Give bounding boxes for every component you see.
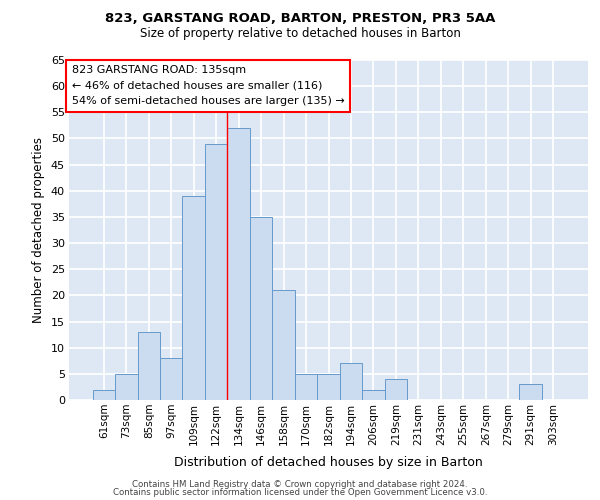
Bar <box>115 374 137 400</box>
Bar <box>317 374 340 400</box>
Text: Contains HM Land Registry data © Crown copyright and database right 2024.: Contains HM Land Registry data © Crown c… <box>132 480 468 489</box>
Text: Size of property relative to detached houses in Barton: Size of property relative to detached ho… <box>140 28 460 40</box>
Bar <box>250 217 272 400</box>
Bar <box>385 379 407 400</box>
Bar <box>137 332 160 400</box>
Bar <box>92 390 115 400</box>
Text: 823, GARSTANG ROAD, BARTON, PRESTON, PR3 5AA: 823, GARSTANG ROAD, BARTON, PRESTON, PR3… <box>105 12 495 26</box>
Bar <box>362 390 385 400</box>
Bar <box>272 290 295 400</box>
Y-axis label: Number of detached properties: Number of detached properties <box>32 137 45 323</box>
Bar <box>227 128 250 400</box>
Bar <box>160 358 182 400</box>
Text: Contains public sector information licensed under the Open Government Licence v3: Contains public sector information licen… <box>113 488 487 497</box>
X-axis label: Distribution of detached houses by size in Barton: Distribution of detached houses by size … <box>174 456 483 469</box>
Bar <box>520 384 542 400</box>
Text: 823 GARSTANG ROAD: 135sqm
← 46% of detached houses are smaller (116)
54% of semi: 823 GARSTANG ROAD: 135sqm ← 46% of detac… <box>71 65 344 106</box>
Bar <box>295 374 317 400</box>
Bar <box>340 364 362 400</box>
Bar <box>182 196 205 400</box>
Bar <box>205 144 227 400</box>
